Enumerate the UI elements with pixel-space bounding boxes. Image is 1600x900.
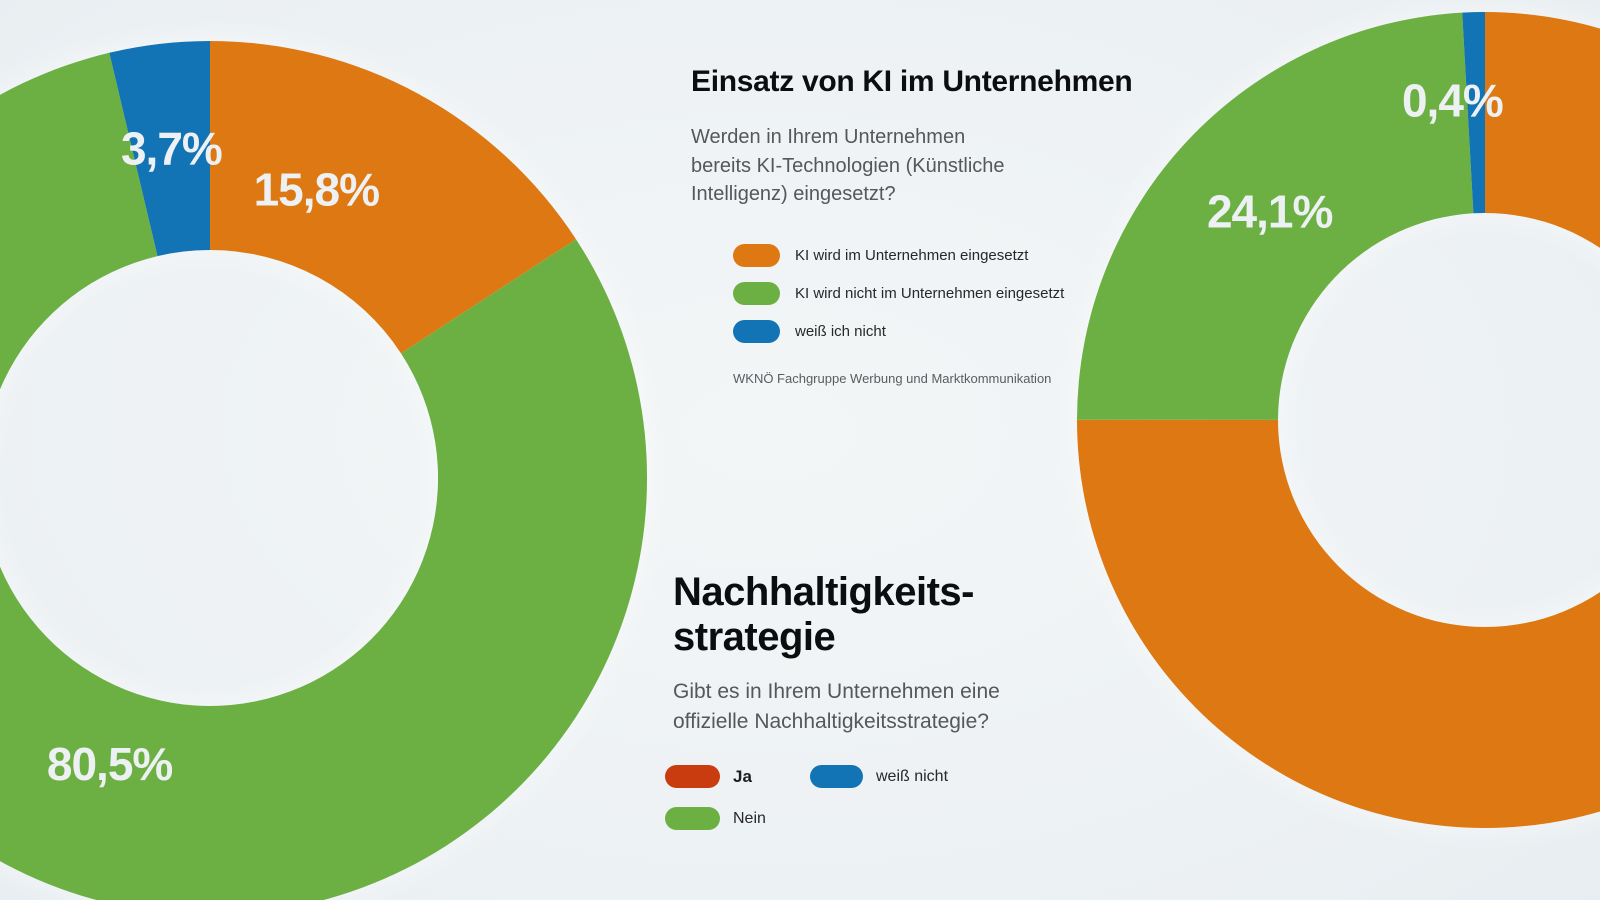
slice-percentage-label: 80,5% <box>47 738 173 790</box>
donut-slice <box>1077 12 1474 420</box>
ki-question-line: Intelligenz) eingesetzt? <box>691 183 896 205</box>
ki-section: Einsatz von KI im Unternehmen Werden in … <box>691 64 1171 386</box>
slice-percentage-label: 24,1% <box>1207 186 1333 238</box>
donut-slice <box>0 52 647 900</box>
nachhaltigkeit-question-line: offizielle Nachhaltigkeitsstrategie? <box>673 710 989 733</box>
ki-question-line: Werden in Ihrem Unternehmen <box>691 126 966 148</box>
ki-title: Einsatz von KI im Unternehmen <box>691 65 1133 98</box>
nachhaltigkeit-question: Gibt es in Ihrem Unternehmen eine offizi… <box>673 677 1153 737</box>
ki-question: Werden in Ihrem Unternehmen bereits KI-T… <box>691 123 1171 209</box>
donut-slice <box>210 41 576 354</box>
legend-item-ki-eingesetzt: KI wird im Unternehmen eingesetzt <box>733 237 1171 275</box>
legend-swatch-orange <box>733 244 780 267</box>
source-attribution: WKNÖ Fachgruppe Werbung und Marktkommuni… <box>733 370 1052 386</box>
nachhaltigkeit-section: Nachhaltigkeits- strategie Gibt es in Ih… <box>673 570 1153 737</box>
ki-donut-chart: 15,8% 80,5% 3,7% <box>0 41 647 900</box>
nachhaltigkeit-question-line: Gibt es in Ihrem Unternehmen eine <box>673 680 1000 703</box>
ki-question-line: bereits KI-Technologien (Künstliche <box>691 154 1005 177</box>
ki-legend: KI wird im Unternehmen eingesetzt KI wir… <box>733 237 1171 351</box>
slice-percentage-label: 3,7% <box>121 123 222 175</box>
legend-label: KI wird im Unternehmen eingesetzt <box>795 247 1029 264</box>
legend-label: KI wird nicht im Unternehmen eingesetzt <box>795 285 1065 302</box>
donut-slice <box>1077 12 1600 828</box>
nachhaltigkeit-donut-chart: 24,1% 0,4% <box>1077 11 1600 828</box>
nachhaltigkeit-title: Nachhaltigkeits- strategie <box>673 570 1153 660</box>
donut-slice <box>1462 11 1485 214</box>
nachhaltigkeit-title-line: Nachhaltigkeits- <box>673 570 974 614</box>
donut-slice <box>109 41 210 257</box>
legend-swatch-green <box>733 282 780 305</box>
legend-item-ki-nicht-eingesetzt: KI wird nicht im Unternehmen eingesetzt <box>733 275 1171 313</box>
legend-label: weiß ich nicht <box>795 323 886 340</box>
legend-item-weiss-ich-nicht: weiß ich nicht <box>733 313 1171 351</box>
legend-swatch-blue <box>733 320 780 343</box>
slice-percentage-label: 0,4% <box>1402 75 1503 127</box>
nachhaltigkeit-title-line: strategie <box>673 615 836 659</box>
slice-percentage-label: 15,8% <box>254 164 380 216</box>
